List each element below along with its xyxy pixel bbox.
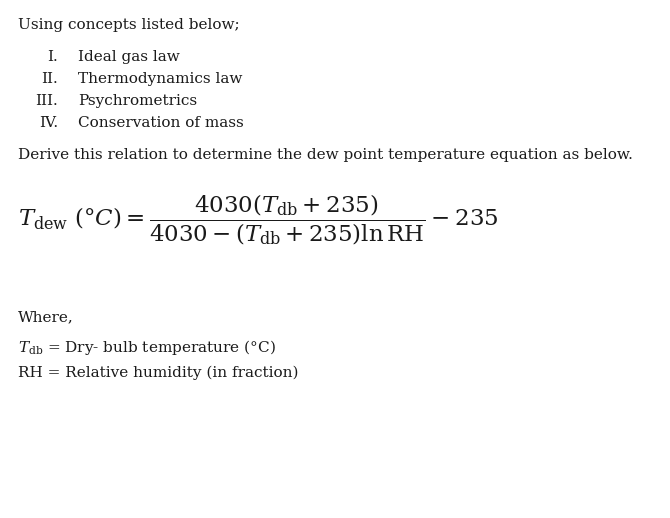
- Text: Conservation of mass: Conservation of mass: [78, 116, 244, 130]
- Text: II.: II.: [42, 72, 58, 86]
- Text: III.: III.: [36, 94, 58, 108]
- Text: $T_{\rm dew}\ (°C) = \dfrac{4030\left(T_{\rm db}+235\right)}{4030-\left(T_{\rm d: $T_{\rm dew}\ (°C) = \dfrac{4030\left(T_…: [18, 193, 498, 247]
- Text: $T_{\rm db}$ = Dry- bulb temperature (°C): $T_{\rm db}$ = Dry- bulb temperature (°C…: [18, 338, 276, 357]
- Text: Thermodynamics law: Thermodynamics law: [78, 72, 243, 86]
- Text: RH = Relative humidity (in fraction): RH = Relative humidity (in fraction): [18, 366, 299, 380]
- Text: IV.: IV.: [39, 116, 58, 130]
- Text: I.: I.: [48, 50, 58, 64]
- Text: Psychrometrics: Psychrometrics: [78, 94, 197, 108]
- Text: Derive this relation to determine the dew point temperature equation as below.: Derive this relation to determine the de…: [18, 148, 633, 162]
- Text: Using concepts listed below;: Using concepts listed below;: [18, 18, 240, 32]
- Text: Ideal gas law: Ideal gas law: [78, 50, 180, 64]
- Text: Where,: Where,: [18, 310, 74, 324]
